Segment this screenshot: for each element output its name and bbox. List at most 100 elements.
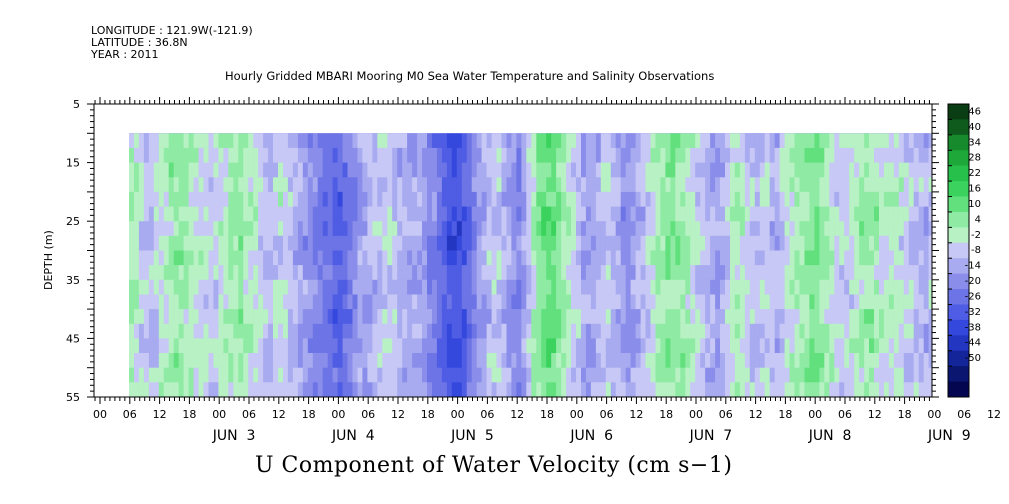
heatmap-cell	[531, 353, 537, 369]
heatmap-cell	[744, 265, 751, 281]
heatmap-cell	[273, 309, 279, 325]
heatmap-cell	[928, 162, 932, 178]
heatmap-cell	[258, 191, 264, 208]
heatmap-cell	[367, 323, 373, 339]
heatmap-cell	[347, 162, 354, 178]
heatmap-cell	[173, 235, 180, 252]
heatmap-cell	[198, 353, 205, 369]
heatmap-cell	[536, 382, 542, 397]
heatmap-cell	[903, 279, 910, 296]
heatmap-cell	[218, 206, 224, 222]
heatmap-cell	[292, 309, 299, 325]
heatmap-cell	[352, 338, 359, 354]
heatmap-cell	[526, 162, 532, 178]
heatmap-cell	[218, 265, 224, 281]
heatmap-cell	[208, 147, 215, 164]
heatmap-cell	[665, 250, 671, 266]
heatmap-cell	[630, 162, 637, 178]
heatmap-cell	[814, 250, 820, 266]
heatmap-cell	[402, 221, 408, 237]
heatmap-cell	[571, 177, 577, 193]
heatmap-cell	[223, 162, 229, 178]
heatmap-cell	[362, 382, 368, 397]
heatmap-cell	[650, 177, 657, 193]
heatmap-cell	[844, 250, 850, 266]
heatmap-cell	[794, 250, 801, 266]
heatmap-cell	[610, 191, 617, 208]
heatmap-cell	[129, 133, 135, 149]
heatmap-cell	[769, 235, 776, 252]
heatmap-cell	[839, 133, 845, 149]
heatmap-cell	[511, 162, 517, 178]
heatmap-cell	[307, 265, 314, 281]
heatmap-cell	[362, 353, 368, 369]
heatmap-cell	[844, 367, 850, 383]
heatmap-cell	[283, 191, 289, 208]
heatmap-cell	[581, 177, 587, 193]
heatmap-cell	[168, 133, 175, 149]
heatmap-cell	[441, 235, 448, 252]
heatmap-cell	[223, 338, 229, 354]
heatmap-cell	[456, 353, 463, 369]
heatmap-cell	[670, 382, 676, 397]
heatmap-cell	[178, 250, 185, 266]
heatmap-cell	[754, 323, 761, 339]
heatmap-cell	[615, 338, 622, 354]
heatmap-cell	[496, 294, 503, 310]
x-tick-label: 00	[331, 408, 345, 421]
heatmap-cell	[446, 309, 453, 325]
heatmap-cell	[307, 294, 314, 310]
heatmap-cell	[352, 221, 359, 237]
heatmap-cell	[148, 367, 155, 383]
heatmap-cell	[864, 177, 870, 193]
heatmap-cell	[466, 177, 473, 193]
heatmap-cell	[382, 309, 388, 325]
heatmap-cell	[317, 162, 324, 178]
heatmap-cell	[258, 147, 264, 164]
heatmap-cell	[322, 221, 329, 237]
heatmap-cell	[491, 353, 498, 369]
heatmap-cell	[427, 265, 433, 281]
heatmap-cell	[243, 235, 249, 252]
x-axis-hour-labels: 00 06 12 18 00 06 12 18 00 06 12 18 00 06 12 18 00 06 12 18…	[93, 408, 1001, 421]
heatmap-cell	[432, 279, 438, 296]
heatmap-cell	[670, 265, 676, 281]
heatmap-cell	[739, 367, 746, 383]
heatmap-cell	[908, 133, 915, 149]
heatmap-cell	[610, 338, 617, 354]
colorbar-swatch	[948, 366, 969, 383]
heatmap-cell	[506, 162, 513, 178]
heatmap-cell	[695, 147, 701, 164]
heatmap-cell	[377, 133, 383, 149]
heatmap-cell	[138, 353, 145, 369]
heatmap-cell	[327, 265, 334, 281]
heatmap-cell	[849, 147, 855, 164]
heatmap-cell	[481, 294, 488, 310]
heatmap-cell	[193, 133, 200, 149]
heatmap-cell	[595, 279, 602, 296]
heatmap-cell	[476, 206, 483, 222]
heatmap-cell	[402, 382, 408, 397]
heatmap-cell	[715, 309, 721, 325]
heatmap-cell	[541, 265, 547, 281]
heatmap-cell	[566, 191, 572, 208]
heatmap-cell	[273, 250, 279, 266]
heatmap-cell	[283, 235, 289, 252]
heatmap-cell	[754, 162, 761, 178]
heatmap-cell	[223, 206, 229, 222]
heatmap-cell	[695, 191, 701, 208]
colorbar-swatch	[948, 181, 969, 198]
heatmap-cell	[496, 221, 503, 237]
heatmap-cell	[566, 250, 572, 266]
heatmap-cell	[183, 147, 190, 164]
heatmap-cell	[362, 309, 368, 325]
heatmap-cell	[734, 309, 741, 325]
heatmap-cell	[377, 177, 383, 193]
heatmap-cell	[312, 309, 319, 325]
heatmap-cell	[372, 177, 378, 193]
heatmap-cell	[864, 309, 870, 325]
heatmap-cell	[417, 323, 423, 339]
heatmap-cell	[923, 338, 930, 354]
heatmap-cell	[779, 338, 786, 354]
heatmap-cell	[213, 382, 219, 397]
